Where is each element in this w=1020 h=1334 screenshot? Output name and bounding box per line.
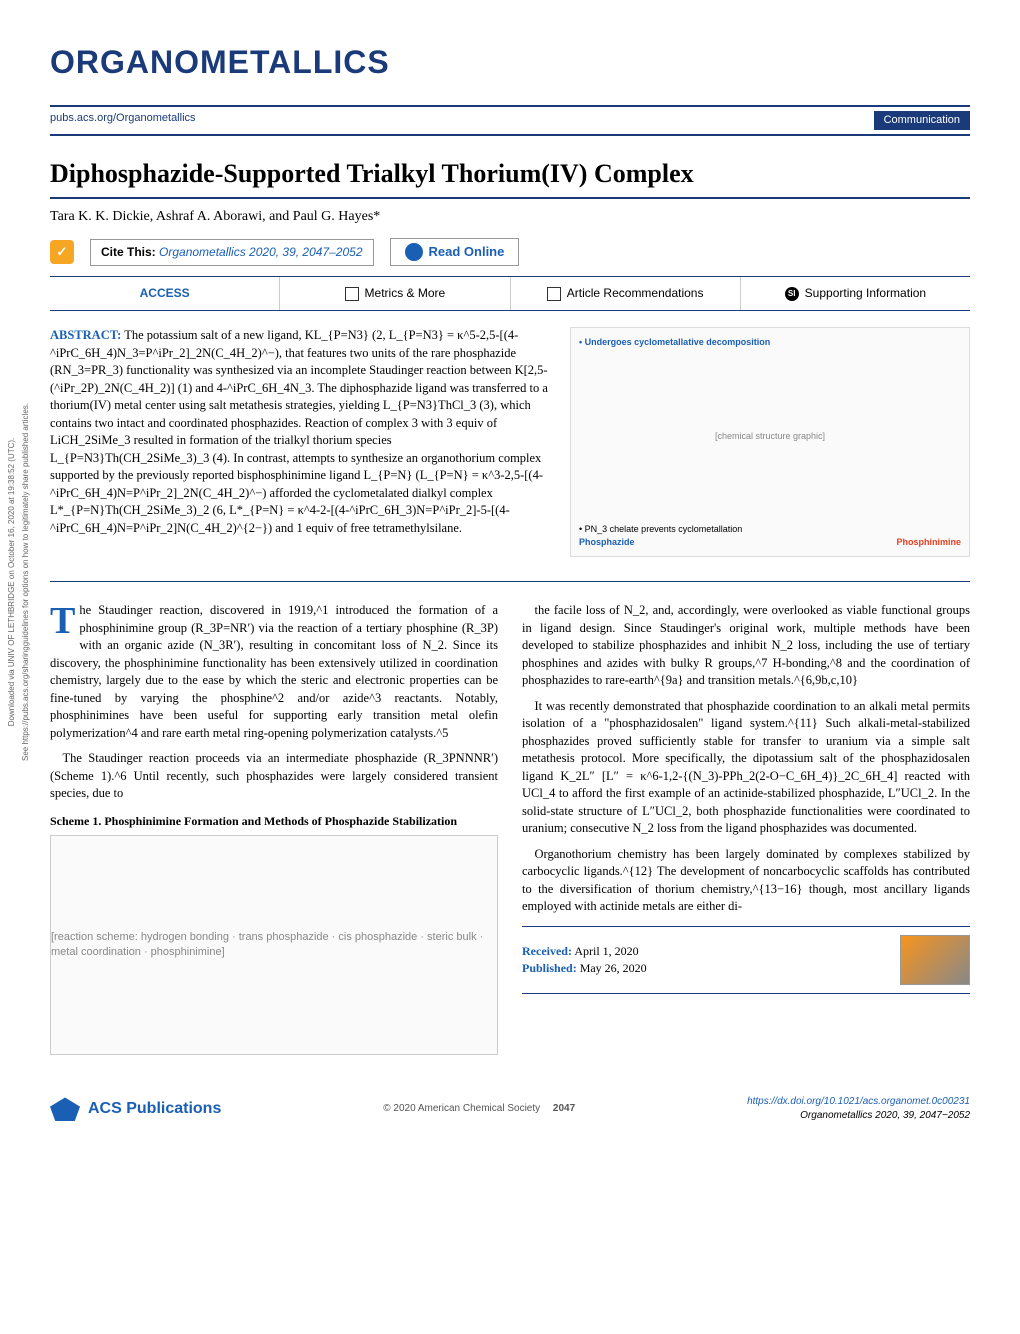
issue-cover-thumb bbox=[900, 935, 970, 985]
journal-name: ORGANOMETALLICS bbox=[50, 40, 970, 85]
access-link[interactable]: ACCESS bbox=[50, 277, 280, 310]
phosphazide-label: Phosphazide bbox=[579, 536, 635, 549]
phosphinimine-label: Phosphinimine bbox=[896, 536, 961, 549]
sharing-watermark: See https://pubs.acs.org/sharingguidelin… bbox=[20, 403, 31, 761]
dropcap: T bbox=[50, 602, 79, 638]
page-footer: ACS Publications © 2020 American Chemica… bbox=[50, 1085, 970, 1123]
acs-publications-logo: ACS Publications bbox=[50, 1097, 221, 1121]
abstract-body-1: The potassium salt of a new ligand, KL_{… bbox=[50, 328, 548, 500]
toc-top-bullet: • Undergoes cyclometallative decompositi… bbox=[579, 336, 961, 349]
published-label: Published: bbox=[522, 961, 577, 975]
footer-citation: Organometallics 2020, 39, 2047−2052 bbox=[747, 1109, 970, 1123]
top-bar: pubs.acs.org/Organometallics Communicati… bbox=[50, 105, 970, 136]
scheme-1: Scheme 1. Phosphinimine Formation and Me… bbox=[50, 813, 498, 1056]
bar-chart-icon bbox=[345, 287, 359, 301]
citation-text[interactable]: Organometallics 2020, 39, 2047–2052 bbox=[159, 245, 362, 259]
article-title: Diphosphazide-Supported Trialkyl Thorium… bbox=[50, 156, 970, 198]
check-icon: ✓ bbox=[50, 240, 74, 264]
cite-prefix: Cite This: bbox=[101, 245, 156, 259]
scheme-1-title: Scheme 1. Phosphinimine Formation and Me… bbox=[50, 813, 498, 830]
access-bar: ACCESS Metrics & More Article Recommenda… bbox=[50, 276, 970, 311]
toc-graphic: • Undergoes cyclometallative decompositi… bbox=[570, 327, 970, 557]
author-list: Tara K. K. Dickie, Ashraf A. Aborawi, an… bbox=[50, 207, 970, 227]
body-p3: the facile loss of N_2, and, accordingly… bbox=[522, 602, 970, 690]
list-icon bbox=[547, 287, 561, 301]
citation-box: Cite This: Organometallics 2020, 39, 204… bbox=[90, 239, 374, 266]
copyright-text: © 2020 American Chemical Society bbox=[383, 1103, 540, 1114]
read-online-label: Read Online bbox=[429, 243, 505, 261]
received-date: April 1, 2020 bbox=[574, 944, 638, 958]
read-online-button[interactable]: Read Online bbox=[390, 238, 520, 266]
globe-icon bbox=[405, 243, 423, 261]
recommendations-link[interactable]: Article Recommendations bbox=[511, 277, 741, 310]
body-p4: It was recently demonstrated that phosph… bbox=[522, 698, 970, 838]
supporting-info-link[interactable]: SI Supporting Information bbox=[741, 277, 970, 310]
acs-logo-icon bbox=[50, 1097, 80, 1121]
si-icon: SI bbox=[785, 287, 799, 301]
page-number: 2047 bbox=[553, 1103, 575, 1114]
publisher-name: ACS Publications bbox=[88, 1098, 221, 1120]
toc-bottom-bullet: • PN_3 chelate prevents cyclometallation bbox=[579, 523, 742, 536]
article-body: T he Staudinger reaction, discovered in … bbox=[50, 602, 970, 1055]
body-p2: The Staudinger reaction proceeds via an … bbox=[50, 750, 498, 803]
doi-link[interactable]: https://dx.doi.org/10.1021/acs.organomet… bbox=[747, 1095, 970, 1109]
abstract-label: ABSTRACT: bbox=[50, 328, 121, 342]
body-p5: Organothorium chemistry has been largely… bbox=[522, 846, 970, 916]
received-label: Received: bbox=[522, 944, 572, 958]
published-date: May 26, 2020 bbox=[580, 961, 647, 975]
download-watermark: Downloaded via UNIV OF LETHBRIDGE on Oct… bbox=[6, 437, 17, 726]
toc-structure-placeholder: [chemical structure graphic] bbox=[579, 349, 961, 523]
pubs-link[interactable]: pubs.acs.org/Organometallics bbox=[50, 111, 196, 130]
scheme-1-figure: [reaction scheme: hydrogen bonding · tra… bbox=[50, 835, 498, 1055]
body-p1: he Staudinger reaction, discovered in 19… bbox=[50, 603, 498, 740]
received-box: Received: April 1, 2020 Published: May 2… bbox=[522, 926, 970, 994]
metrics-link[interactable]: Metrics & More bbox=[280, 277, 510, 310]
article-type-tag: Communication bbox=[874, 111, 970, 130]
